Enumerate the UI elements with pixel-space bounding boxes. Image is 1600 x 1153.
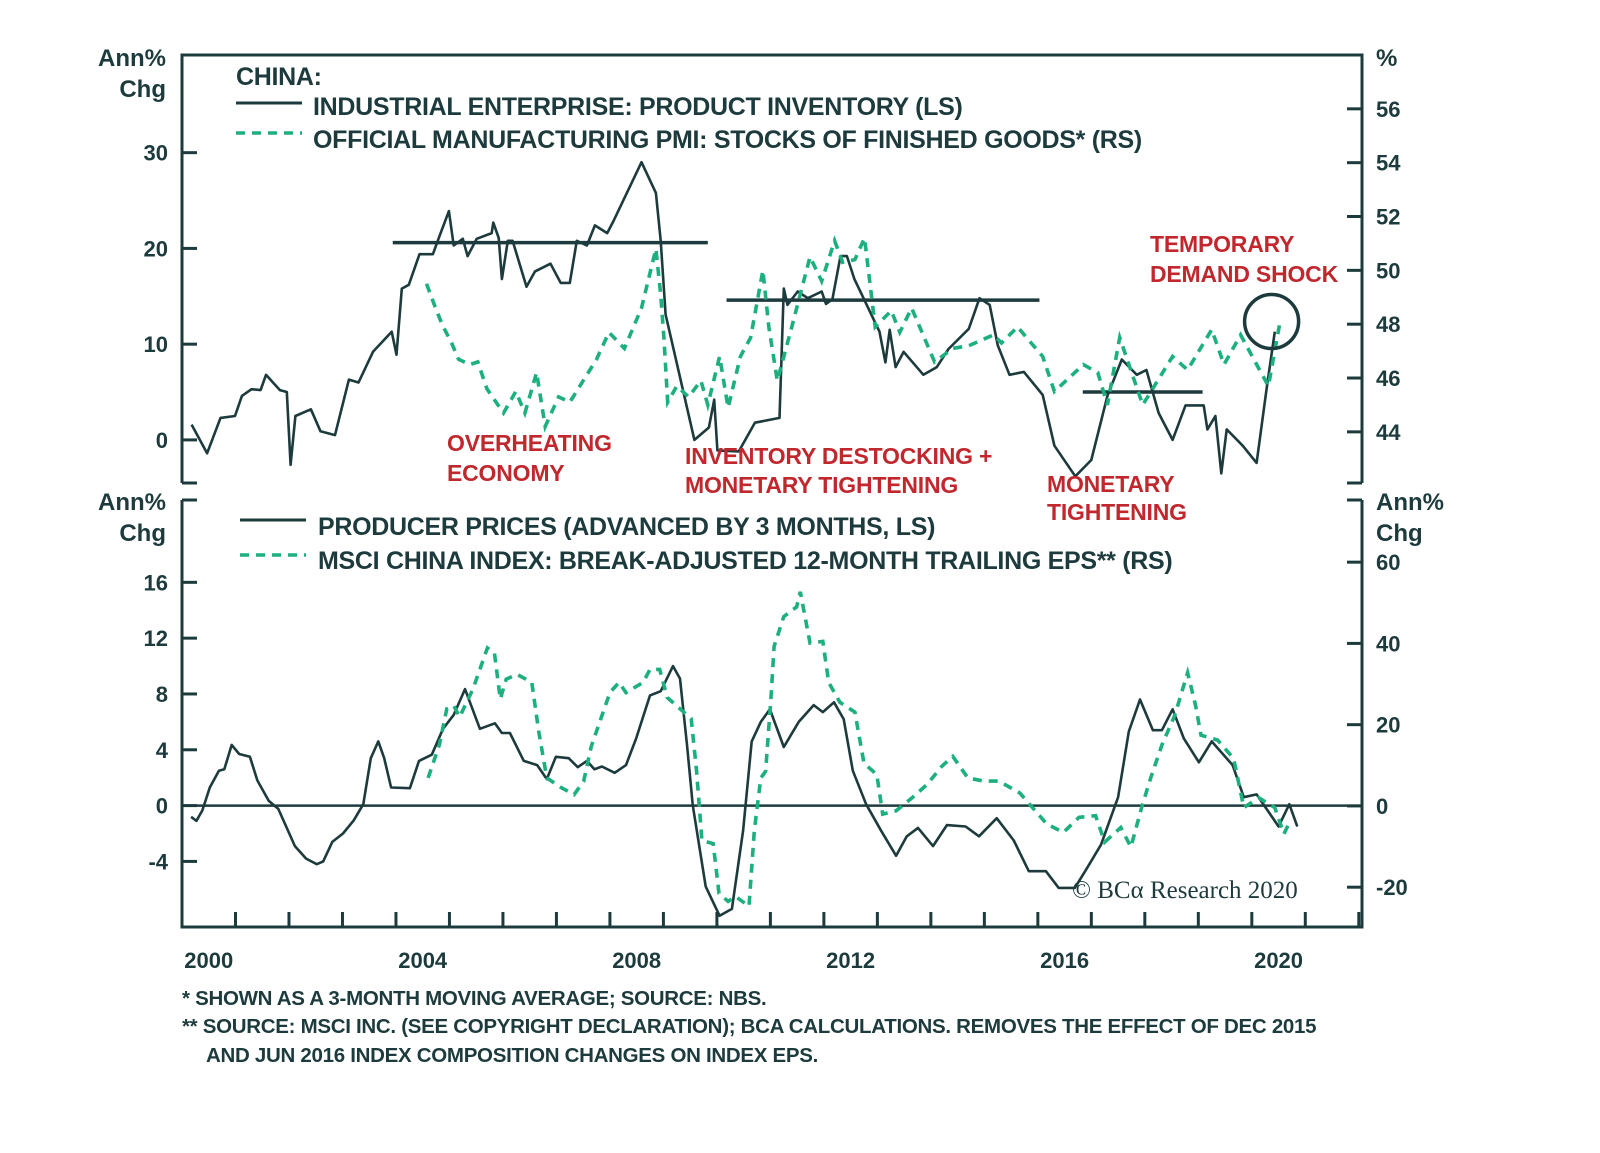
bottom-left-tick-label: 12 [144,626,168,651]
footnote-1: * SHOWN AS A 3-MONTH MOVING AVERAGE; SOU… [182,987,766,1010]
top-left-tick-label: 0 [156,428,168,453]
legend-inventory-label: INDUSTRIAL ENTERPRISE: PRODUCT INVENTORY… [313,93,963,121]
bottom-left-tick-label: 0 [156,794,168,819]
bottom-left-tick-label: 4 [156,738,169,763]
top-left-tick-label: 20 [144,236,168,261]
bottom-right-unit-label-1: Ann% [1376,489,1444,516]
bottom-right-tick-label: 20 [1376,713,1400,738]
top-left-tick-label: 10 [144,332,168,357]
bottom-left-tick-label: 16 [144,570,168,595]
top-right-tick-label: 48 [1376,312,1400,337]
top-right-tick-label: 44 [1376,420,1401,445]
top-right-tick-label: 50 [1376,258,1400,283]
bottom-left-unit-label-2: Chg [119,520,166,547]
x-tick-label: 2012 [826,948,875,973]
bottom-right-tick-label: -20 [1376,875,1408,900]
annotation-destocking-1: INVENTORY DESTOCKING + [685,443,992,469]
annotation-overheating-2: ECONOMY [447,460,564,486]
bottom-right-tick-label: 0 [1376,794,1388,819]
annotation-monetary-1: MONETARY [1047,471,1174,497]
x-tick-label: 2016 [1040,948,1089,973]
legend-pmi-label: OFFICIAL MANUFACTURING PMI: STOCKS OF FI… [313,126,1142,154]
bottom-panel-frame [180,498,1364,929]
top-right-tick-label: 46 [1376,366,1400,391]
annotation-destocking-2: MONETARY TIGHTENING [685,472,958,498]
top-left-tick-label: 30 [144,141,168,166]
bottom-series-dashed-line [426,591,1292,910]
bottom-right-unit-label-2: Chg [1376,520,1423,547]
annotation-overheating-1: OVERHEATING [447,430,612,456]
x-tick-label: 2020 [1254,948,1303,973]
top-right-tick-label: 54 [1376,151,1401,176]
bottom-right-tick-label: 40 [1376,631,1400,656]
footnote-3: AND JUN 2016 INDEX COMPOSITION CHANGES O… [206,1044,818,1067]
bottom-left-unit-label-1: Ann% [98,489,166,516]
bottom-left-tick-label: -4 [148,849,168,874]
top-series-solid-line [190,160,1277,478]
copyright: © BCα Research 2020 [1072,877,1298,904]
top-series-dashed-line [424,231,1282,433]
legend-eps-label: MSCI CHINA INDEX: BREAK-ADJUSTED 12-MONT… [318,547,1172,575]
bottom-series-solid-line [190,664,1299,918]
x-tick-label: 2008 [612,948,661,973]
bottom-right-tick-label: 60 [1376,550,1400,575]
annotation-demand-shock-1: TEMPORARY [1150,231,1294,257]
highlight-circle [1242,292,1301,351]
legend-ppi-label: PRODUCER PRICES (ADVANCED BY 3 MONTHS, L… [318,513,935,541]
x-tick-label: 2004 [398,948,448,973]
top-left-unit-label-1: Ann% [98,45,166,72]
x-tick-label: 2000 [184,948,233,973]
bottom-left-tick-label: 8 [156,682,168,707]
top-right-tick-label: 56 [1376,97,1400,122]
annotation-demand-shock-2: DEMAND SHOCK [1150,261,1339,287]
top-chart-title: CHINA: [236,63,322,91]
annotation-monetary-2: TIGHTENING [1047,499,1187,525]
top-right-tick-label: 52 [1376,205,1400,230]
top-right-unit-label: % [1376,45,1397,72]
footnote-2: ** SOURCE: MSCI INC. (SEE COPYRIGHT DECL… [182,1015,1316,1038]
top-left-unit-label-2: Chg [119,76,166,103]
